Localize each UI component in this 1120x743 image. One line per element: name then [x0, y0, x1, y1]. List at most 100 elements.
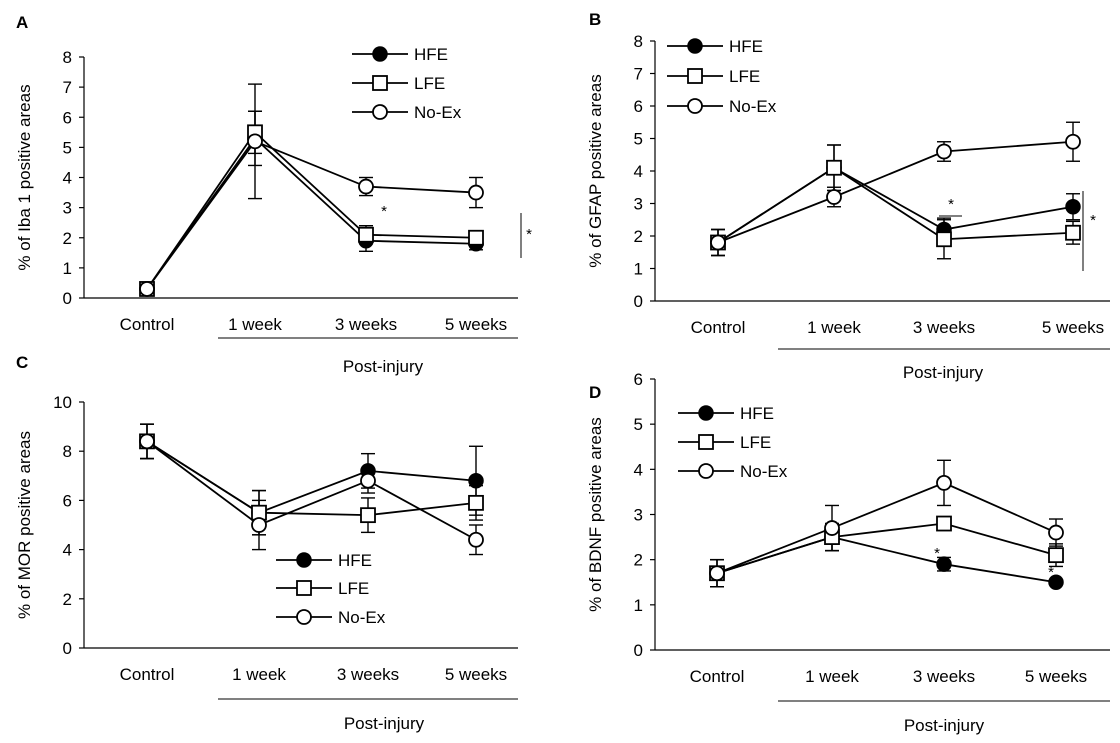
y-tick-label: 8: [634, 32, 643, 51]
y-tick-label: 2: [63, 590, 72, 609]
y-tick-label: 4: [63, 541, 72, 560]
data-point-lfe: [360, 507, 376, 524]
y-tick-label: 5: [63, 138, 72, 157]
x-tick-label: 3 weeks: [913, 318, 975, 337]
legend-label-lfe: LFE: [740, 433, 771, 452]
panel-a: A % of Iba 1 positive areas 0 1 2 3 4 5 6 7 8 Contr…: [15, 13, 532, 376]
legend-label-no-ex: No-Ex: [338, 608, 386, 627]
legend-marker-hfe: [296, 552, 312, 568]
y-tick-label: 7: [63, 78, 72, 97]
x-tick-label: 5 weeks: [1042, 318, 1104, 337]
legend-label-no-ex: No-Ex: [740, 462, 788, 481]
data-point-lfe: [936, 515, 952, 532]
data-point-lfe: [468, 494, 484, 511]
data-point-hfe: [1048, 574, 1064, 590]
data-point-no-ex: [936, 143, 952, 160]
data-point-hfe: [1065, 199, 1081, 215]
data-point-no-ex: [709, 565, 725, 582]
x-tick-label: 3 weeks: [337, 665, 399, 684]
legend-label-hfe: HFE: [740, 404, 774, 423]
data-point-no-ex: [360, 472, 376, 489]
panel-letter: B: [589, 10, 601, 29]
series-line-no-ex: [146, 140, 477, 290]
y-tick-label: 3: [63, 199, 72, 218]
data-point-lfe: [936, 231, 952, 248]
data-point-no-ex: [468, 531, 484, 548]
y-tick-label: 2: [634, 227, 643, 246]
series-line-hfe: [146, 136, 477, 290]
series-line-lfe: [716, 522, 1057, 575]
y-tick-label: 4: [634, 162, 643, 181]
legend-label-no-ex: No-Ex: [414, 103, 462, 122]
y-tick-label: 8: [63, 48, 72, 67]
series-line-lfe: [717, 166, 1074, 244]
y-tick-label: 3: [634, 506, 643, 525]
x-tick-label: 1 week: [228, 315, 282, 334]
x-tick-label: 1 week: [232, 665, 286, 684]
y-tick-label: 6: [634, 97, 643, 116]
series-line-no-ex: [717, 140, 1074, 244]
y-tick-label: 4: [63, 169, 72, 188]
y-tick-label: 2: [634, 551, 643, 570]
data-point-no-ex: [251, 517, 267, 533]
group-label: Post-injury: [343, 357, 424, 376]
legend-label-hfe: HFE: [338, 551, 372, 570]
significance-star: *: [526, 226, 532, 243]
significance-star: *: [1048, 564, 1054, 581]
legend-marker-no-ex: [296, 609, 312, 625]
x-tick-label: 5 weeks: [445, 665, 507, 684]
data-point-no-ex: [468, 184, 484, 201]
data-point-no-ex: [824, 520, 840, 536]
legend-label-no-ex: No-Ex: [729, 97, 777, 116]
group-label: Post-injury: [903, 363, 984, 382]
legend-marker-hfe: [372, 46, 388, 62]
group-label: Post-injury: [904, 716, 985, 735]
series-line-hfe: [716, 536, 1057, 584]
y-tick-label: 1: [634, 596, 643, 615]
panel-b: B % of GFAP positive areas 0 1 2 3 4 5 6 7 8 Contro…: [586, 10, 1110, 382]
data-point-no-ex: [710, 234, 726, 251]
series-line-hfe: [146, 440, 477, 514]
data-point-lfe: [826, 159, 842, 176]
y-tick-label: 1: [63, 259, 72, 278]
y-tick-label: 4: [634, 460, 643, 479]
data-point-no-ex: [139, 281, 155, 297]
significance-star: *: [1090, 212, 1096, 229]
y-tick-label: 10: [53, 393, 72, 412]
y-tick-label: 5: [634, 130, 643, 149]
legend-marker-lfe: [296, 580, 312, 596]
panel-letter: A: [16, 13, 28, 32]
data-point-no-ex: [826, 189, 842, 205]
data-point-lfe: [1048, 547, 1064, 564]
series-line-hfe: [717, 166, 1074, 244]
y-axis-label: % of BDNF positive areas: [586, 417, 605, 612]
panel-letter: D: [589, 383, 601, 402]
data-point-no-ex: [358, 178, 374, 195]
legend-label-hfe: HFE: [414, 45, 448, 64]
data-point-lfe: [358, 226, 374, 243]
x-tick-label: 5 weeks: [1025, 667, 1087, 686]
data-point-lfe: [468, 229, 484, 246]
y-axis-label: % of MOR positive areas: [15, 431, 34, 619]
data-point-lfe: [1065, 224, 1081, 241]
x-tick-label: Control: [690, 667, 745, 686]
y-tick-label: 0: [63, 289, 72, 308]
significance-star: *: [948, 196, 954, 213]
y-tick-label: 0: [634, 292, 643, 311]
y-tick-label: 1: [634, 260, 643, 279]
y-tick-label: 6: [63, 491, 72, 510]
group-label: Post-injury: [344, 714, 425, 733]
y-tick-label: 8: [63, 442, 72, 461]
series-line-lfe: [146, 130, 477, 290]
series-line-no-ex: [716, 481, 1057, 575]
legend-marker-hfe: [698, 405, 714, 421]
panel-letter: C: [16, 353, 28, 372]
series-line-no-ex: [146, 440, 477, 541]
legend-marker-no-ex: [698, 463, 714, 479]
legend-label-lfe: LFE: [338, 579, 369, 598]
y-axis-label: % of Iba 1 positive areas: [15, 84, 34, 270]
legend-marker-lfe: [698, 434, 714, 450]
legend-marker-no-ex: [687, 98, 703, 114]
